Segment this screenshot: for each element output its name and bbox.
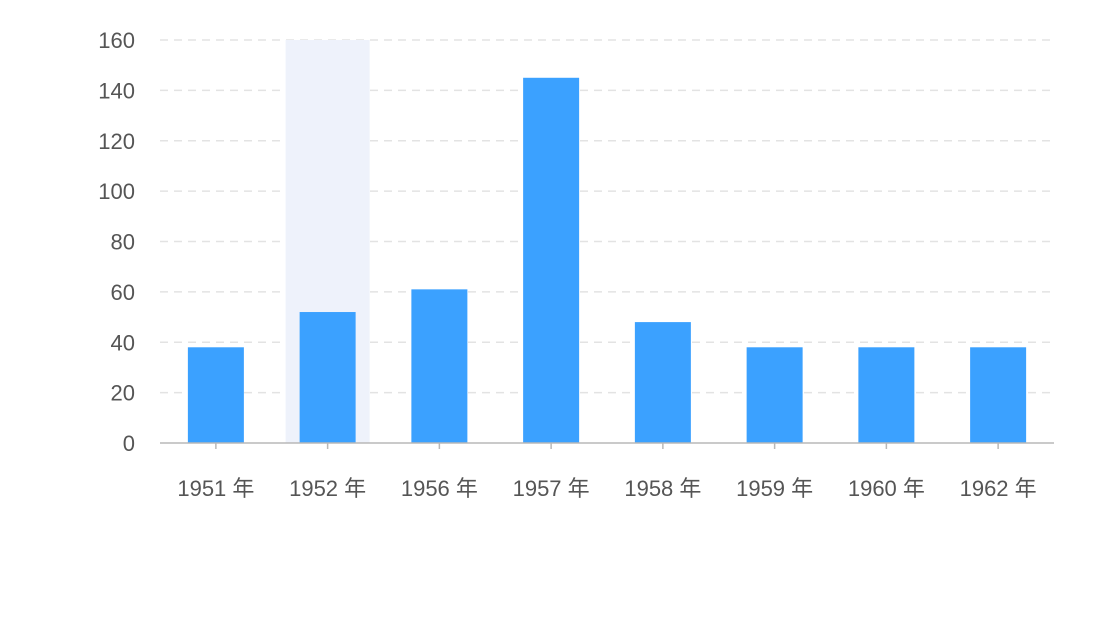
x-tick-label: 1952 年: [289, 476, 366, 501]
x-tick-label: 1962 年: [960, 476, 1037, 501]
bar[interactable]: [634, 322, 691, 443]
y-tick-label: 140: [98, 78, 135, 103]
y-tick-label: 80: [111, 230, 135, 255]
y-tick-label: 40: [111, 330, 135, 355]
x-axis: [160, 442, 1054, 449]
x-axis-tick-labels: 1951 年 1952 年 1956 年 1957 年 1958 年 1959 年 1960…: [177, 476, 1036, 501]
bar[interactable]: [746, 347, 803, 443]
y-tick-label: 160: [98, 28, 135, 53]
x-tick-label: 1959 年: [736, 476, 813, 501]
bar[interactable]: [187, 347, 244, 443]
x-tick-label: 1957 年: [513, 476, 590, 501]
x-tick-label: 1958 年: [624, 476, 701, 501]
x-tick-label: 1956 年: [401, 476, 478, 501]
bar[interactable]: [411, 289, 468, 443]
y-tick-label: 120: [98, 129, 135, 154]
bar[interactable]: [858, 347, 915, 443]
y-tick-label: 60: [111, 280, 135, 305]
y-tick-label: 20: [111, 381, 135, 406]
bars: [187, 77, 1027, 443]
bar[interactable]: [970, 347, 1027, 443]
bar[interactable]: [523, 77, 580, 443]
bar[interactable]: [299, 312, 356, 443]
x-tick-label: 1960 年: [848, 476, 925, 501]
x-tick-label: 1951 年: [177, 476, 254, 501]
y-tick-label: 100: [98, 179, 135, 204]
y-tick-label: 0: [123, 431, 135, 456]
y-axis-tick-labels: 0 20 40 60 80 100 120 140 160: [98, 28, 135, 456]
